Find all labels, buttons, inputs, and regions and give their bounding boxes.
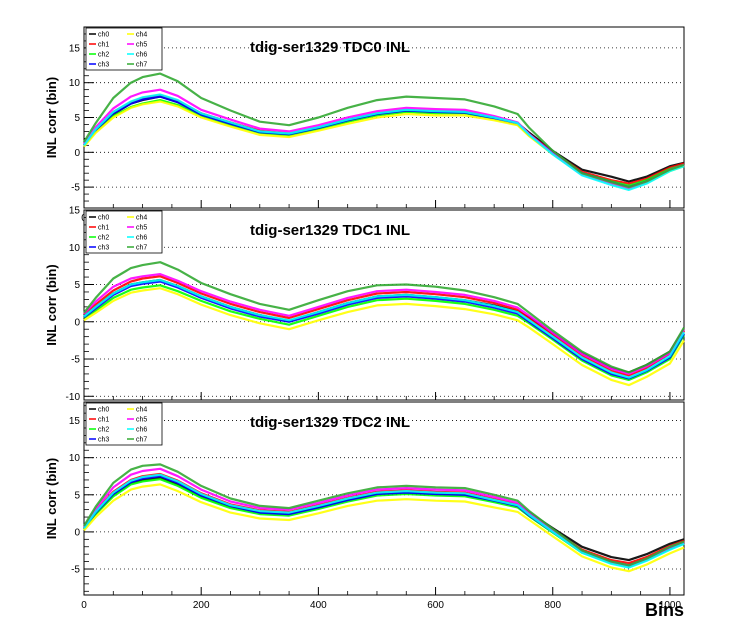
x-axis-title: Bins: [645, 600, 684, 620]
legend-entry: ch3: [98, 437, 109, 444]
legend-entry: ch7: [136, 245, 147, 252]
legend-entry: ch5: [136, 225, 147, 232]
legend-entry: ch4: [136, 215, 147, 222]
series-line-ch2: [83, 284, 685, 381]
series-line-ch7: [83, 261, 685, 374]
legend-entry: ch1: [98, 417, 109, 424]
x-tick-label: 400: [310, 600, 327, 611]
y-axis-title: INL corr (bin): [44, 264, 59, 345]
y-tick-label: 10: [69, 243, 81, 254]
series-line-ch7: [83, 72, 685, 189]
y-tick-label: 5: [74, 280, 80, 291]
legend-entry: ch7: [136, 437, 147, 444]
legend-entry: ch2: [98, 52, 109, 59]
series-line-ch5: [83, 273, 685, 375]
legend-entry: ch5: [136, 42, 147, 49]
legend-entry: ch0: [98, 215, 109, 222]
y-tick-label: 5: [74, 490, 80, 501]
y-tick-label: 0: [74, 317, 80, 328]
y-axis-title: INL corr (bin): [44, 77, 59, 158]
y-tick-label: 0: [74, 527, 80, 538]
y-tick-label: -10: [66, 392, 81, 403]
x-tick-label: 200: [193, 600, 210, 611]
series-line-ch5: [83, 88, 685, 190]
legend-entry: ch6: [136, 52, 147, 59]
chart-panel-1: 15 10 5 0 -5 -10 tdig-ser1329 TDC1 INL INL corr…: [44, 206, 685, 403]
series-line-ch6: [83, 278, 685, 379]
y-axis-title: INL corr (bin): [44, 458, 59, 539]
y-tick-label: 0: [74, 148, 80, 159]
series-line-ch1: [83, 275, 685, 377]
legend-entry: ch1: [98, 42, 109, 49]
y-tick-label: 10: [69, 78, 81, 89]
legend-entry: ch3: [98, 62, 109, 69]
legend-entry: ch7: [136, 62, 147, 69]
panel-title: tdig-ser1329 TDC1 INL: [250, 222, 410, 239]
x-tick-label: 0: [81, 600, 87, 611]
y-tick-label: 5: [74, 113, 80, 124]
y-tick-label: -5: [71, 183, 80, 194]
legend-entry: ch3: [98, 245, 109, 252]
legend-entry: ch2: [98, 427, 109, 434]
panel-title: tdig-ser1329 TDC0 INL: [250, 39, 410, 56]
legend-entry: ch1: [98, 225, 109, 232]
x-tick-label: 600: [427, 600, 444, 611]
legend-entry: ch2: [98, 235, 109, 242]
y-tick-label: 15: [69, 206, 81, 217]
legend-box: [85, 210, 163, 254]
x-tick-label: 1000: [659, 600, 682, 611]
legend-entry: ch0: [98, 32, 109, 39]
series-line-ch7: [83, 463, 685, 567]
plot-frame: [83, 401, 685, 596]
series-line-ch6: [83, 93, 685, 191]
legend-entry: ch0: [98, 407, 109, 414]
legend-entry: ch4: [136, 407, 147, 414]
chart-panel-2: 15 10 5 0 -5 0 200 400 600 800 1000 tdig-ser1329 TD…: [44, 401, 685, 611]
series-line-ch6: [83, 473, 685, 569]
legend-entry: ch6: [136, 235, 147, 242]
x-tick-label: 800: [544, 600, 561, 611]
legend-entry: ch6: [136, 427, 147, 434]
legend-box: [85, 27, 163, 71]
y-tick-label: -5: [71, 565, 80, 576]
legend-box: [85, 402, 163, 446]
series-line-ch4: [83, 287, 685, 387]
legend-entry: ch5: [136, 417, 147, 424]
series-line-ch3: [83, 280, 685, 380]
y-tick-label: 15: [69, 43, 81, 54]
legend-entry: ch4: [136, 32, 147, 39]
y-tick-label: 10: [69, 453, 81, 464]
y-tick-label: -5: [71, 355, 80, 366]
series-line-ch4: [83, 483, 685, 573]
panel-title: tdig-ser1329 TDC2 INL: [250, 414, 410, 431]
y-tick-label: 15: [69, 416, 81, 427]
